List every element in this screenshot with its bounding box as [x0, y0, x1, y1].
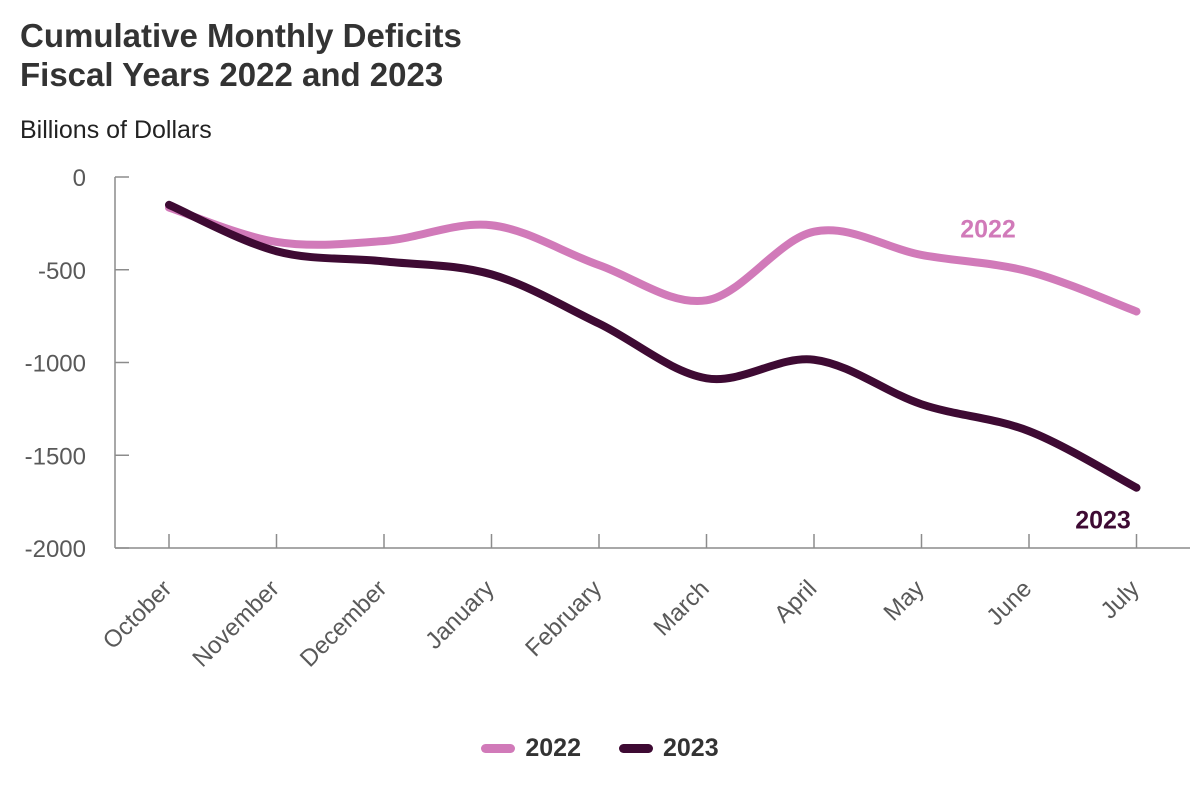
- chart-title: Cumulative Monthly Deficits Fiscal Years…: [20, 16, 462, 94]
- annotation-2022: 2022: [960, 215, 1016, 243]
- y-tick-label: 0: [73, 165, 86, 192]
- chart-title-line-1: Cumulative Monthly Deficits: [20, 17, 462, 54]
- x-tick-label: November: [187, 575, 284, 672]
- x-tick-label: July: [1095, 575, 1144, 624]
- x-tick-label: October: [98, 575, 177, 654]
- x-tick-label: June: [981, 575, 1037, 631]
- legend-item-2022: 2022: [481, 734, 581, 763]
- y-tick-label: -1000: [25, 351, 86, 378]
- x-tick-label: April: [769, 575, 822, 628]
- chart-title-line-2: Fiscal Years 2022 and 2023: [20, 56, 444, 93]
- series-line-2022: [165, 203, 1141, 316]
- legend-swatch-2022: [481, 744, 516, 753]
- legend-label-2022: 2022: [525, 734, 581, 762]
- x-tick-label: January: [420, 575, 499, 654]
- annotation-2023: 2023: [1075, 507, 1131, 535]
- legend-swatch-2023: [619, 744, 653, 753]
- y-tick-label: -500: [38, 258, 86, 285]
- x-tick-label: February: [520, 575, 607, 662]
- y-tick-label: -2000: [25, 536, 86, 563]
- legend: 2022 2023: [0, 734, 1200, 763]
- legend-label-2023: 2023: [663, 734, 719, 762]
- y-tick-label: -1500: [25, 443, 86, 470]
- series-line-2023: [165, 200, 1141, 492]
- x-tick-label: May: [879, 575, 930, 626]
- x-tick-label: March: [648, 575, 714, 641]
- x-tick-label: December: [295, 575, 392, 672]
- y-axis-unit-label: Billions of Dollars: [20, 116, 212, 144]
- legend-item-2023: 2023: [619, 734, 719, 763]
